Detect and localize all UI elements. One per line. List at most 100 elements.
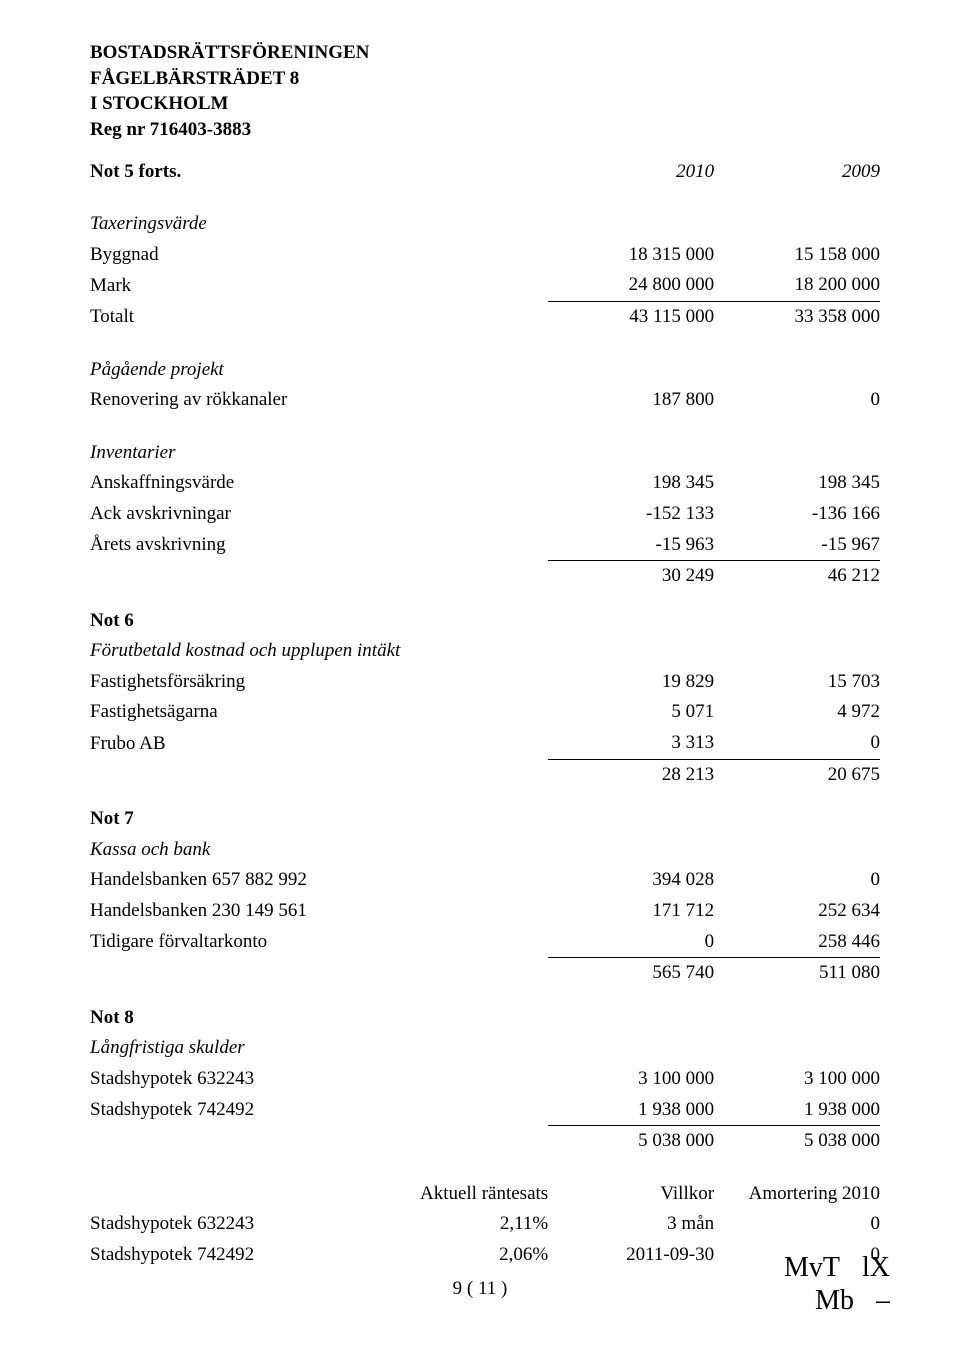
- header-line-2: FÅGELBÄRSTRÄDET 8: [90, 66, 880, 92]
- row-value-2009: 5 038 000: [714, 1126, 880, 1157]
- row-label: Totalt: [90, 301, 406, 332]
- row-value-2009: 4 972: [714, 697, 880, 728]
- row-label: Handelsbanken 657 882 992: [90, 865, 406, 896]
- total-row: 30 249 46 212: [90, 561, 880, 592]
- table-row: Byggnad 18 315 000 15 158 000: [90, 240, 880, 271]
- row-value-2009: -15 967: [714, 530, 880, 561]
- row-value-2009: 511 080: [714, 958, 880, 989]
- row-value-2010: 5 038 000: [548, 1126, 714, 1157]
- row-label: Stadshypotek 742492: [90, 1240, 406, 1271]
- row-label: Stadshypotek 632243: [90, 1064, 406, 1095]
- row-value-2009: 18 200 000: [714, 270, 880, 301]
- terms-term: 3 mån: [548, 1209, 714, 1240]
- row-label: Tidigare förvaltarkonto: [90, 927, 406, 958]
- inventarier-heading: Inventarier: [90, 438, 880, 469]
- row-value-2010: 198 345: [548, 468, 714, 499]
- terms-header-rate: Aktuell räntesats: [406, 1179, 548, 1210]
- row-value-2009: 46 212: [714, 561, 880, 592]
- table-row: Stadshypotek 632243 3 100 000 3 100 000: [90, 1064, 880, 1095]
- header-line-4: Reg nr 716403-3883: [90, 117, 880, 143]
- row-label: Handelsbanken 230 149 561: [90, 896, 406, 927]
- row-value-2010: 5 071: [548, 697, 714, 728]
- terms-term: 2011-09-30: [548, 1240, 714, 1271]
- row-value-2009: 20 675: [714, 759, 880, 790]
- row-value-2010: 24 800 000: [548, 270, 714, 301]
- row-value-2010: 18 315 000: [548, 240, 714, 271]
- note5-title: Not 5 forts.: [90, 157, 406, 188]
- taxeringsvarde-heading: Taxeringsvärde: [90, 209, 880, 240]
- row-value-2009: -136 166: [714, 499, 880, 530]
- signature-3: Mb: [815, 1284, 854, 1318]
- row-value-2010: 187 800: [548, 385, 714, 416]
- years-header-row: Not 5 forts. 2010 2009: [90, 157, 880, 188]
- row-value-2009: 1 938 000: [714, 1095, 880, 1126]
- table-row: Årets avskrivning -15 963 -15 967: [90, 530, 880, 561]
- terms-header-term: Villkor: [548, 1179, 714, 1210]
- table-row: Renovering av rökkanaler 187 800 0: [90, 385, 880, 416]
- not7-title: Not 7: [90, 804, 880, 835]
- table-row: Handelsbanken 230 149 561 171 712 252 63…: [90, 896, 880, 927]
- total-row: 565 740 511 080: [90, 958, 880, 989]
- terms-amort: 0: [714, 1209, 880, 1240]
- row-value-2010: 171 712: [548, 896, 714, 927]
- header-line-3: I STOCKHOLM: [90, 91, 880, 117]
- row-label: Anskaffningsvärde: [90, 468, 406, 499]
- table-row: Handelsbanken 657 882 992 394 028 0: [90, 865, 880, 896]
- table-row: Frubo AB 3 313 0: [90, 728, 880, 759]
- row-value-2009: 0: [714, 385, 880, 416]
- terms-row: Stadshypotek 742492 2,06% 2011-09-30 0: [90, 1240, 880, 1271]
- terms-row: Stadshypotek 632243 2,11% 3 mån 0: [90, 1209, 880, 1240]
- row-label: Mark: [90, 270, 406, 301]
- row-value-2010: 565 740: [548, 958, 714, 989]
- table-row: Mark 24 800 000 18 200 000: [90, 270, 880, 301]
- row-value-2010: 394 028: [548, 865, 714, 896]
- row-value-2009: 15 703: [714, 667, 880, 698]
- row-label: Stadshypotek 632243: [90, 1209, 406, 1240]
- row-value-2009: 33 358 000: [714, 301, 880, 332]
- document-header: BOSTADSRÄTTSFÖRENINGEN FÅGELBÄRSTRÄDET 8…: [90, 40, 880, 143]
- table-row: Fastighetsförsäkring 19 829 15 703: [90, 667, 880, 698]
- signature-4: ⎯: [876, 1284, 890, 1318]
- row-label: Fastighetsförsäkring: [90, 667, 406, 698]
- row-value-2009: 258 446: [714, 927, 880, 958]
- row-value-2010: 30 249: [548, 561, 714, 592]
- row-value-2009: 252 634: [714, 896, 880, 927]
- header-line-1: BOSTADSRÄTTSFÖRENINGEN: [90, 40, 880, 66]
- year-2009: 2009: [714, 157, 880, 188]
- row-label: Ack avskrivningar: [90, 499, 406, 530]
- row-value-2009: 0: [714, 728, 880, 759]
- row-value-2010: 3 100 000: [548, 1064, 714, 1095]
- row-value-2009: 15 158 000: [714, 240, 880, 271]
- financial-table: Not 5 forts. 2010 2009 Taxeringsvärde By…: [90, 157, 880, 1271]
- not8-title: Not 8: [90, 1003, 880, 1034]
- row-value-2010: 43 115 000: [548, 301, 714, 332]
- signature-2: lX: [862, 1251, 890, 1285]
- not7-subtitle: Kassa och bank: [90, 835, 880, 866]
- row-label: Frubo AB: [90, 728, 406, 759]
- row-value-2010: 3 313: [548, 728, 714, 759]
- row-label: Byggnad: [90, 240, 406, 271]
- row-value-2010: -15 963: [548, 530, 714, 561]
- pagaende-heading: Pågående projekt: [90, 355, 880, 386]
- row-value-2010: 1 938 000: [548, 1095, 714, 1126]
- table-row: Tidigare förvaltarkonto 0 258 446: [90, 927, 880, 958]
- terms-rate: 2,06%: [406, 1240, 548, 1271]
- row-label: Årets avskrivning: [90, 530, 406, 561]
- row-value-2010: 28 213: [548, 759, 714, 790]
- row-value-2009: 3 100 000: [714, 1064, 880, 1095]
- row-label: Stadshypotek 742492: [90, 1095, 406, 1126]
- total-row: Totalt 43 115 000 33 358 000: [90, 301, 880, 332]
- terms-rate: 2,11%: [406, 1209, 548, 1240]
- table-row: Ack avskrivningar -152 133 -136 166: [90, 499, 880, 530]
- table-row: Fastighetsägarna 5 071 4 972: [90, 697, 880, 728]
- not6-title: Not 6: [90, 606, 880, 637]
- row-value-2010: -152 133: [548, 499, 714, 530]
- row-label: Renovering av rökkanaler: [90, 385, 406, 416]
- terms-header-amort: Amortering 2010: [714, 1179, 880, 1210]
- row-label: Fastighetsägarna: [90, 697, 406, 728]
- terms-header-row: Aktuell räntesats Villkor Amortering 201…: [90, 1179, 880, 1210]
- not8-subtitle: Långfristiga skulder: [90, 1033, 880, 1064]
- year-2010: 2010: [548, 157, 714, 188]
- total-row: 5 038 000 5 038 000: [90, 1126, 880, 1157]
- total-row: 28 213 20 675: [90, 759, 880, 790]
